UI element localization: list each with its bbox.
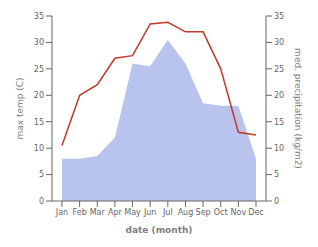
svg-text:30: 30 [34, 38, 44, 47]
svg-text:Aug: Aug [178, 208, 194, 217]
svg-text:5: 5 [39, 170, 44, 179]
svg-text:Mar: Mar [90, 208, 106, 217]
svg-text:10: 10 [274, 144, 284, 153]
svg-text:Sep: Sep [196, 208, 211, 217]
svg-text:Feb: Feb [73, 208, 87, 217]
svg-text:20: 20 [274, 91, 284, 100]
svg-text:35: 35 [274, 12, 284, 21]
svg-text:25: 25 [34, 65, 44, 74]
svg-text:Apr: Apr [108, 208, 123, 217]
svg-text:date (month): date (month) [126, 225, 193, 235]
svg-text:25: 25 [274, 65, 284, 74]
svg-text:Jul: Jul [162, 208, 173, 217]
svg-text:10: 10 [34, 144, 44, 153]
svg-text:Oct: Oct [214, 208, 228, 217]
svg-text:max temp (C): max temp (C) [15, 77, 25, 139]
svg-text:Dec: Dec [248, 208, 263, 217]
svg-text:30: 30 [274, 38, 284, 47]
svg-text:Nov: Nov [231, 208, 247, 217]
svg-text:0: 0 [274, 197, 279, 206]
svg-text:35: 35 [34, 12, 44, 21]
svg-text:Jun: Jun [143, 208, 157, 217]
svg-text:15: 15 [34, 118, 44, 127]
svg-text:0: 0 [39, 197, 44, 206]
svg-text:15: 15 [274, 118, 284, 127]
svg-text:May: May [124, 208, 141, 217]
svg-text:Jan: Jan [55, 208, 68, 217]
svg-text:med. precipitation (kg/m2): med. precipitation (kg/m2) [293, 48, 303, 169]
svg-text:20: 20 [34, 91, 44, 100]
svg-text:5: 5 [274, 170, 279, 179]
